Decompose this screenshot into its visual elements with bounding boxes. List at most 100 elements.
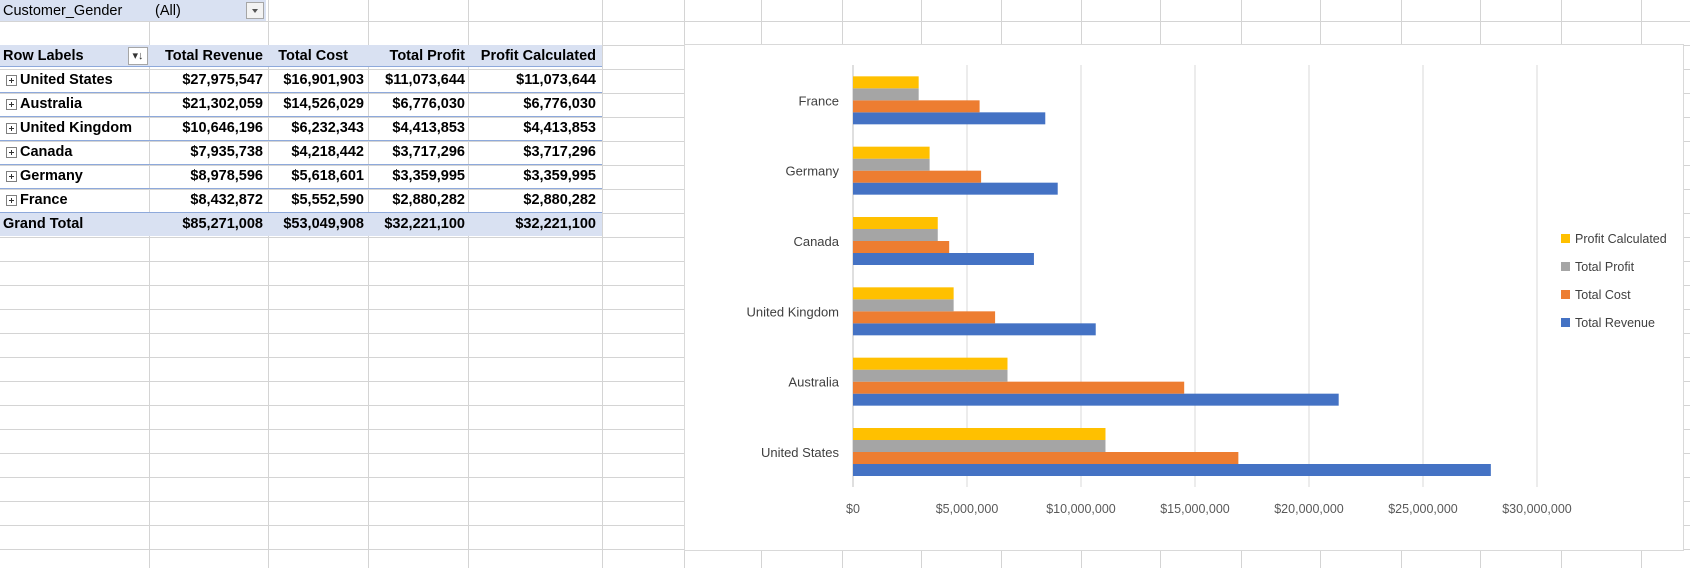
bar-profit-calculated[interactable] [853,428,1106,440]
row-profit: $6,776,030 [392,96,465,112]
bar-total-cost[interactable] [853,311,996,324]
expand-plus-icon[interactable] [6,171,17,182]
bar-total-revenue[interactable] [853,112,1046,125]
row-divider [0,140,602,141]
bar-total-cost[interactable] [853,452,1239,464]
bar-total-profit[interactable] [853,158,930,171]
legend-label: Total Cost [1575,288,1631,302]
bar-total-cost[interactable] [853,100,980,113]
category-label: France [799,93,839,108]
bar-total-profit[interactable] [853,440,1106,452]
row-cost: $16,901,903 [283,72,364,88]
bar-total-revenue[interactable] [853,253,1034,265]
bar-profit-calculated[interactable] [853,357,1008,370]
bar-profit-calculated[interactable] [853,146,930,159]
row-divider [0,116,602,117]
bar-profit-calculated[interactable] [853,217,938,229]
row-profit: $4,413,853 [392,120,465,136]
bar-total-revenue[interactable] [853,464,1491,476]
bar-total-revenue[interactable] [853,393,1339,406]
legend-label: Profit Calculated [1575,232,1667,246]
category-label: United States [761,445,840,460]
row-revenue: $8,432,872 [190,192,263,208]
row-revenue: $7,935,738 [190,144,263,160]
row-divider [0,92,602,93]
header-total-profit: Total Profit [389,48,465,64]
row-profit: $2,880,282 [392,192,465,208]
header-total-revenue: Total Revenue [164,48,263,64]
row-label: France [20,192,68,208]
bar-total-revenue[interactable] [853,323,1096,336]
x-tick-label: $25,000,000 [1388,502,1458,516]
expand-plus-icon[interactable] [6,75,17,86]
bar-total-cost[interactable] [853,170,982,183]
row-profit: $3,359,995 [392,168,465,184]
bar-profit-calculated[interactable] [853,287,954,300]
header-total-cost: Total Cost [278,48,348,64]
category-label: Germany [786,164,840,179]
legend-swatch [1561,318,1570,327]
x-tick-label: $5,000,000 [936,502,999,516]
row-label: United Kingdom [20,120,132,136]
grand-total-revenue: $85,271,008 [182,216,263,232]
bar-total-profit[interactable] [853,369,1008,382]
expand-plus-icon[interactable] [6,123,17,134]
expand-plus-icon[interactable] [6,99,17,110]
x-tick-label: $0 [846,502,860,516]
bar-chart-canvas: $0 $5,000,000 $10,000,000 $15,000,000 $20,00… [747,65,1667,516]
row-profit-calculated: $4,413,853 [523,120,596,136]
bar-total-profit[interactable] [853,88,919,101]
legend-label: Total Profit [1575,260,1635,274]
bar-total-profit[interactable] [853,229,938,241]
pivot-header-band [0,45,602,67]
grand-total-cost: $53,049,908 [283,216,364,232]
row-profit-calculated: $3,359,995 [523,168,596,184]
row-revenue: $8,978,596 [190,168,263,184]
category-label: Canada [793,234,839,249]
row-cost: $5,618,601 [291,168,364,184]
row-label: Canada [20,144,73,160]
legend-swatch [1561,290,1570,299]
bar-total-revenue[interactable] [853,182,1058,195]
bar-total-cost[interactable] [853,241,950,253]
sort-filter-icon[interactable]: ▾↓ [128,47,148,65]
row-cost: $4,218,442 [291,144,364,160]
pivot-chart[interactable]: $0 $5,000,000 $10,000,000 $15,000,000 $20,00… [684,44,1684,551]
bar-total-cost[interactable] [853,381,1185,394]
row-label: Germany [20,168,83,184]
header-profit-calculated: Profit Calculated [480,48,596,64]
chevron-down-icon[interactable] [246,2,264,19]
expand-plus-icon[interactable] [6,147,17,158]
legend-swatch [1561,234,1570,243]
x-tick-label: $10,000,000 [1046,502,1116,516]
category-label: Australia [788,375,839,390]
grand-total-profit-calculated: $32,221,100 [515,216,596,232]
header-row-labels: Row Labels [3,48,84,64]
row-profit-calculated: $6,776,030 [523,96,596,112]
grand-total-label: Grand Total [3,216,84,232]
row-profit: $3,717,296 [392,144,465,160]
pivot-header-divider [0,66,602,67]
legend-swatch [1561,262,1570,271]
row-profit: $11,073,644 [385,72,465,88]
row-cost: $14,526,029 [283,96,364,112]
row-revenue: $10,646,196 [182,120,263,136]
bar-profit-calculated[interactable] [853,76,919,89]
row-cost: $5,552,590 [291,192,364,208]
row-divider [0,164,602,165]
expand-plus-icon[interactable] [6,195,17,206]
row-divider [0,188,602,189]
row-label: United States [20,72,113,88]
row-profit-calculated: $2,880,282 [523,192,596,208]
row-cost: $6,232,343 [291,120,364,136]
x-tick-label: $30,000,000 [1502,502,1572,516]
bar-total-profit[interactable] [853,299,954,312]
category-label: United Kingdom [747,304,840,319]
report-filter-band [0,0,266,21]
row-revenue: $21,302,059 [182,96,263,112]
grand-total-band [0,212,602,236]
legend-label: Total Revenue [1575,316,1655,330]
row-profit-calculated: $3,717,296 [523,144,596,160]
filter-value[interactable]: (All) [155,3,181,19]
x-tick-label: $20,000,000 [1274,502,1344,516]
